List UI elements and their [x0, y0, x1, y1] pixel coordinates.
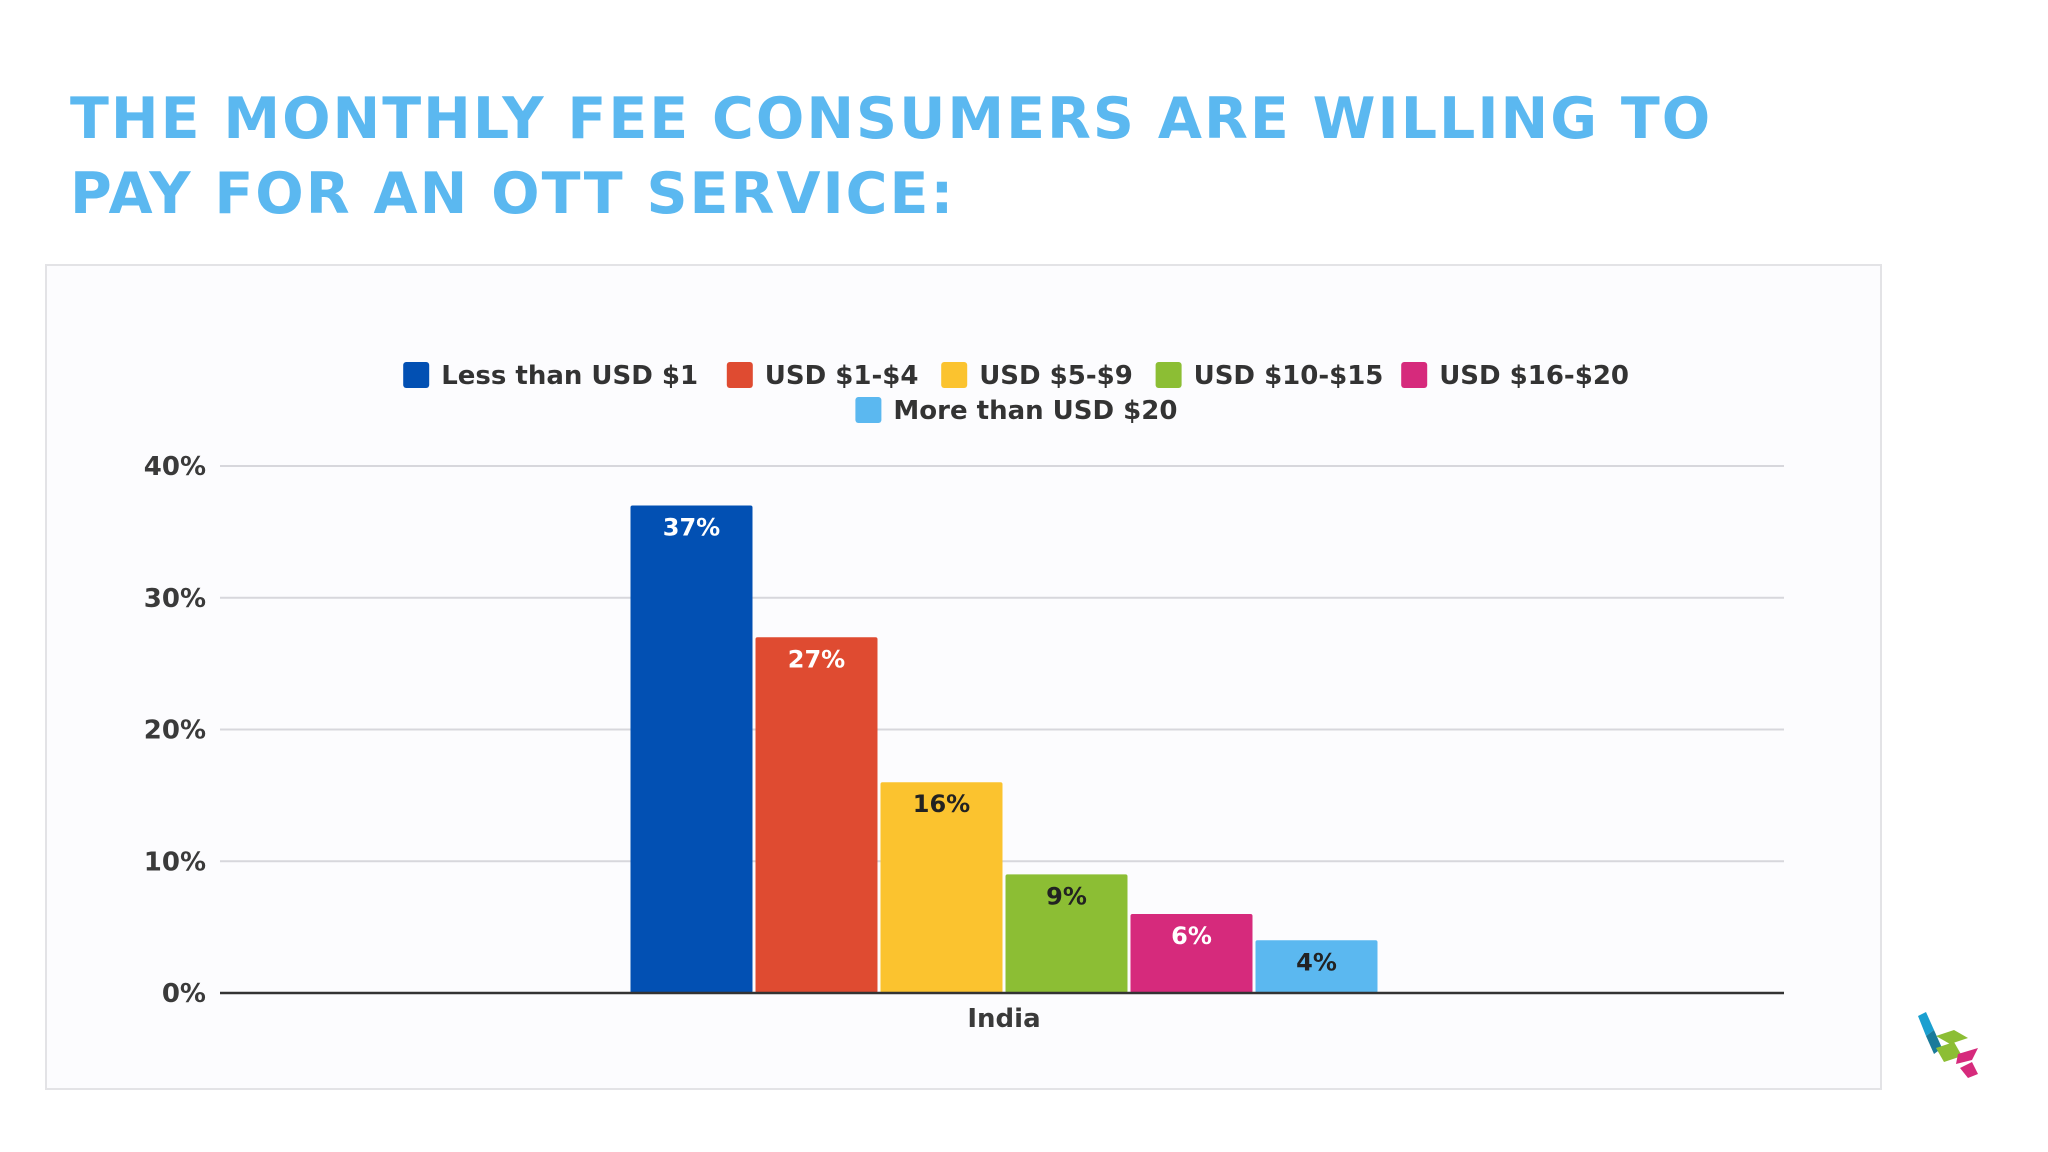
bar	[1255, 940, 1378, 993]
slide-title-line-2: PAY FOR AN OTT SERVICE:	[70, 161, 956, 227]
logo-shape-4	[1936, 1042, 1962, 1062]
bar-chart: Less than USD $1 USD $1-$4 USD $5-$9 USD $1…	[144, 361, 1784, 1034]
legend-label: Less than USD $1	[441, 361, 698, 391]
bar	[630, 505, 753, 993]
legend-swatch	[941, 362, 968, 388]
legend-label: USD $5-$9	[979, 361, 1133, 391]
bar	[1130, 913, 1253, 993]
legend-swatch	[726, 362, 753, 388]
chart-bars: 37% 27% 16% 9% 6% 4%	[630, 505, 1378, 993]
y-tick-label: 30%	[144, 584, 206, 614]
bar-data-label: 6%	[1171, 922, 1212, 950]
y-tick-label: 0%	[162, 979, 206, 1009]
logo-shape-5	[1956, 1048, 1978, 1064]
bar	[880, 782, 1003, 993]
legend-swatch	[1401, 362, 1428, 388]
bar	[1005, 874, 1128, 993]
slide-title: THE MONTHLY FEE CONSUMERS ARE WILLING TO…	[70, 82, 1970, 232]
bar-data-label: 4%	[1296, 948, 1337, 976]
legend-label: USD $10-$15	[1194, 361, 1384, 391]
x-axis: India	[220, 991, 1784, 1034]
legend-swatch	[1155, 362, 1182, 388]
y-axis: 0% 10% 20% 30% 40%	[144, 452, 206, 1009]
logo-shape-1	[1918, 1012, 1934, 1036]
bar	[755, 637, 878, 993]
bar-data-label: 27%	[788, 645, 845, 673]
bar-data-label: 37%	[663, 514, 720, 542]
logo-shape-3	[1936, 1030, 1968, 1044]
chart-panel: Less than USD $1 USD $1-$4 USD $5-$9 USD $1…	[45, 264, 1882, 1090]
x-category-label: India	[967, 1004, 1040, 1034]
bar-data-label: 16%	[913, 790, 970, 818]
y-tick-label: 10%	[144, 847, 206, 877]
legend-swatch	[403, 362, 430, 388]
legend-swatch	[855, 397, 882, 423]
bar-data-label: 9%	[1046, 882, 1087, 910]
logo-shape-6	[1960, 1062, 1978, 1078]
slide-title-line-1: THE MONTHLY FEE CONSUMERS ARE WILLING TO	[70, 86, 1713, 152]
legend-label: More than USD $20	[893, 396, 1177, 426]
brand-logo	[1918, 1012, 1978, 1078]
chart-legend: Less than USD $1 USD $1-$4 USD $5-$9 USD $1…	[403, 361, 1629, 426]
legend-label: USD $1-$4	[765, 361, 919, 391]
y-tick-label: 20%	[144, 716, 206, 746]
y-tick-label: 40%	[144, 452, 206, 482]
legend-label: USD $16-$20	[1439, 361, 1629, 391]
